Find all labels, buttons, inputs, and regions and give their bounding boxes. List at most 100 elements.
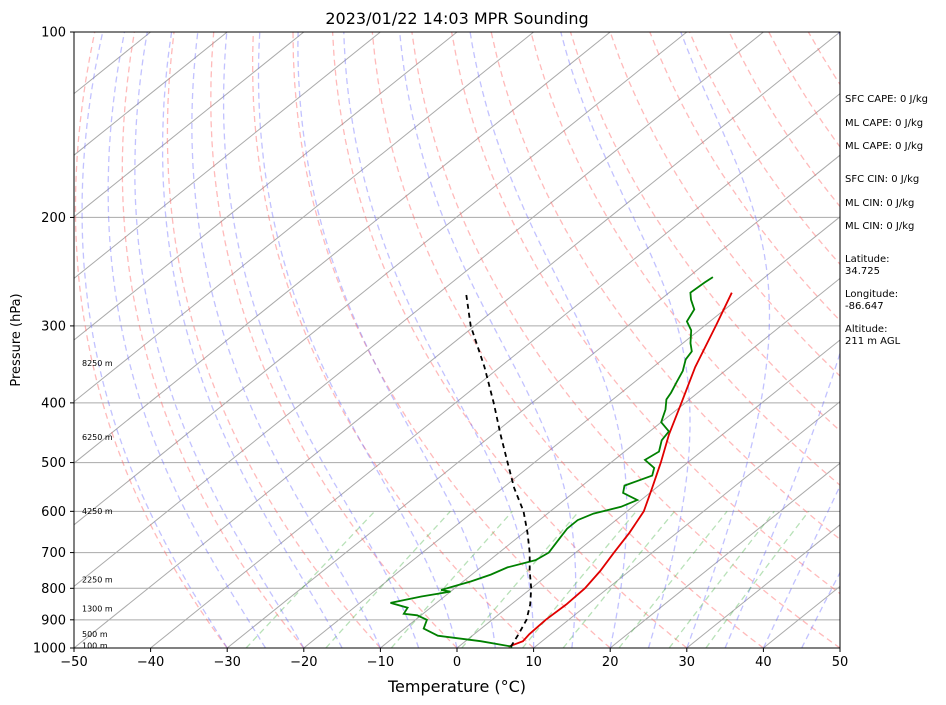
height-label: 2250 m [82,575,113,584]
parcel-profile-line [465,292,533,648]
isotherm-line [74,32,840,648]
y-tick-label: 400 [41,396,66,411]
isotherm-line [609,462,840,648]
x-tick-label: 40 [755,655,772,670]
dry-adiabat-line [251,32,535,648]
y-tick-label: 300 [41,319,66,334]
y-tick-label: 900 [41,613,66,628]
y-axis: 1000 900 800 700 600 500 400 300 200 100 [33,26,74,657]
y-tick-label: 1000 [33,642,66,657]
y-tick-label: 200 [41,211,66,226]
background-lines [74,32,946,648]
moist-adiabat-line [161,32,343,648]
isotherm-line [74,32,764,588]
dry-adiabat-line [927,32,946,648]
x-tick-label: 50 [832,655,849,670]
height-label: 1300 m [82,605,113,614]
mixing-ratio-line [461,510,580,648]
height-label: 4250 m [82,507,113,516]
moist-adiabat-line [469,32,628,648]
series-layer [390,276,733,648]
moist-adiabat-line [191,32,381,648]
sfc-cin-text: SFC CIN: 0 J/kg [845,174,920,185]
height-label: 100 m [82,642,108,651]
moist-adiabat-line [134,32,305,648]
moist-adiabat-line [107,32,267,648]
dry-adiabat-line [649,32,840,322]
altitude-text: Altitude: 211 m AGL [845,324,901,347]
dry-adiabat-line [292,32,611,648]
dry-adiabat-line [331,32,688,648]
y-tick-label: 700 [41,546,66,561]
x-tick-label: 0 [453,655,461,670]
dry-adiabat-line [371,32,764,648]
isotherm-line [74,32,688,526]
sfc-cape-text: SFC CAPE: 0 J/kg [845,94,928,105]
x-tick-label: 10 [525,655,542,670]
dry-adiabat-line [210,32,458,648]
x-tick-label: 30 [679,655,696,670]
isotherm-line [74,32,228,156]
height-label: 8250 m [82,359,113,368]
dry-adiabat-line [121,32,305,648]
isotherm-line [74,32,458,341]
x-tick-label: −20 [290,655,317,670]
mixing-ratio-line [562,510,676,648]
dry-adiabat-line [450,32,840,595]
isotherm-line [74,32,381,280]
mixing-ratio-line [245,510,376,648]
dry-adiabat-line [74,32,228,648]
y-tick-label: 800 [41,582,66,597]
ml-cin-text-2: ML CIN: 0 J/kg [845,221,915,232]
moist-adiabat-line [257,32,458,648]
isotherm-line [456,339,840,648]
y-axis-label: Pressure (hPa) [9,293,24,386]
moist-adiabat-line [343,32,535,648]
x-tick-label: −30 [213,655,240,670]
longitude-text: Longitude: -86.647 [845,289,899,312]
ml-cape-text: ML CAPE: 0 J/kg [845,118,924,129]
height-label: 500 m [82,630,108,639]
chart-title: 2023/01/22 14:03 MPR Sounding [325,9,588,28]
ml-cape-text-2: ML CAPE: 0 J/kg [845,141,924,152]
isotherm-line [686,524,840,648]
x-axis-label: Temperature (°C) [387,677,526,696]
y-tick-label: 100 [41,26,66,41]
moist-adiabat-line [560,32,691,648]
mixing-ratio-line [521,510,637,648]
isotherm-line [74,32,305,218]
ml-cin-text: ML CIN: 0 J/kg [845,198,915,209]
isotherm-line [226,154,840,648]
height-label: 6250 m [82,433,113,442]
moist-adiabat-line [222,32,420,648]
isotherm-line [74,32,611,464]
moist-adiabat-line [297,32,496,648]
mixing-ratio-line [618,510,728,648]
x-tick-label: −10 [367,655,394,670]
moist-adiabat-line [680,32,771,648]
isotherm-line [303,216,840,648]
isotherm-line [533,400,840,648]
x-tick-label: −50 [60,655,87,670]
temperature-profile-line [508,292,733,648]
x-tick-label: −40 [137,655,164,670]
moist-adiabat-line [724,32,840,648]
isotherm-line [150,92,840,648]
dry-adiabat-line [166,32,381,648]
mixing-ratio-line [390,510,513,648]
latitude-text: Latitude: 34.725 [845,254,890,277]
moist-adiabat-line [81,32,228,648]
x-axis: −50 −40 −30 −20 −10 0 10 20 30 40 50 [60,648,848,670]
mixing-ratio-line [668,510,775,648]
moist-adiabat-line [399,32,577,648]
x-tick-label: 20 [602,655,619,670]
isotherm-line [380,277,840,648]
y-tick-label: 500 [41,456,66,471]
mixing-ratio-line [325,510,451,648]
mixing-ratio-line [705,510,810,648]
y-tick-label: 600 [41,505,66,520]
height-labels: 100 m 500 m 1300 m 2250 m 4250 m 6250 m 8250 m [82,359,113,651]
dewpoint-profile-line [390,276,714,648]
dry-adiabat-line [609,32,840,377]
